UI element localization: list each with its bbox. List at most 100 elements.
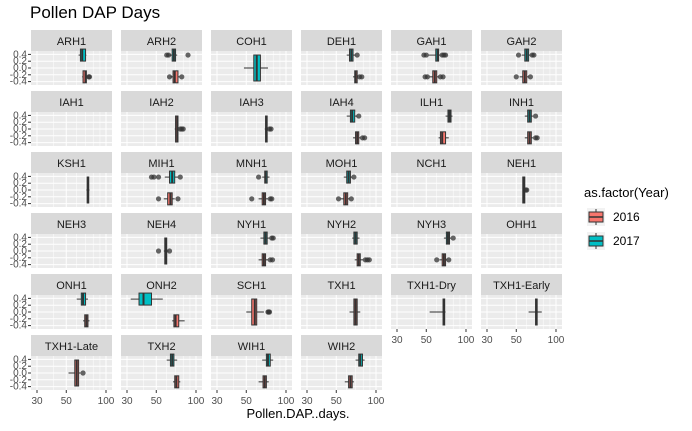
- facet-strip: [481, 274, 562, 295]
- box-IAH4-2016: [353, 131, 368, 145]
- facet-label: WIH2: [328, 341, 356, 353]
- facet-label: ILH1: [420, 97, 443, 109]
- box-MIH1-2016: [155, 192, 181, 206]
- facet-label: OHH1: [506, 219, 537, 231]
- facet-label: NYH2: [327, 219, 356, 231]
- facet-strip: [301, 213, 382, 234]
- facet-strip: [211, 213, 292, 234]
- outlier-point: [266, 309, 273, 315]
- panel-NYH2: NYH2: [301, 213, 382, 268]
- panel-ONH1: ONH1 0.40.20.0-0.2-0.4: [10, 274, 112, 332]
- box-WIH1-2017: [262, 353, 274, 367]
- facet-label: IAH4: [329, 97, 353, 109]
- panel-COH1: COH1: [211, 30, 292, 85]
- outlier-point: [155, 248, 162, 254]
- box-DEH1-2017: [346, 48, 360, 62]
- panel-ILH1: ILH1: [391, 91, 472, 146]
- facet-label: SCH1: [237, 280, 266, 292]
- facet-strip: [391, 91, 472, 112]
- box-ONH1-2016: [83, 314, 90, 328]
- legend: as.factor(Year) 2016 2017: [584, 185, 669, 250]
- box-ONH2-2016: [172, 314, 185, 328]
- facet-strip: [211, 335, 292, 356]
- box-GAH2-2017: [515, 48, 537, 62]
- y-tick-label: 0.2: [13, 300, 27, 311]
- panel-ARH2: ARH2: [121, 30, 202, 85]
- facet-label: DEH1: [327, 36, 356, 48]
- panel-NEH1: NEH1: [481, 152, 562, 207]
- panel-OHH1: OHH1: [481, 213, 562, 268]
- panel-GAH2: GAH2: [481, 30, 562, 85]
- facet-label: IAH2: [149, 97, 173, 109]
- outlier-point: [177, 174, 183, 180]
- panel-NYH1: NYH1: [211, 213, 292, 268]
- panel-ONH2: ONH2: [121, 274, 202, 329]
- y-tick-label: 0.2: [13, 239, 27, 250]
- panel-IAH4: IAH4: [301, 91, 382, 146]
- outlier-point: [155, 174, 162, 180]
- box-MOH1-2016: [335, 192, 354, 206]
- y-tick-label: 0.4: [13, 354, 27, 365]
- panel-ARH1: ARH1 0.40.20.0-0.2-0.4: [10, 30, 112, 88]
- x-tick-label: 50: [61, 396, 73, 407]
- panel-GAH1: GAH1: [391, 30, 472, 85]
- box-INH1-2017: [524, 109, 539, 123]
- box-NYH3-2017: [443, 231, 456, 245]
- outlier-point: [359, 74, 365, 80]
- box-GAH2-2016: [513, 70, 534, 84]
- outlier-point: [80, 370, 86, 376]
- y-tick-label: -0.4: [10, 260, 28, 271]
- outlier-point: [534, 135, 540, 141]
- facet-strip: [481, 30, 562, 51]
- facet-strip: [31, 30, 112, 51]
- facet-label: GAH1: [417, 36, 447, 48]
- outlier-point: [356, 113, 362, 119]
- facet-label: NCH1: [417, 158, 447, 170]
- panel-KSH1: KSH1 0.40.20.0-0.2-0.4: [10, 152, 112, 210]
- facet-strip: [121, 30, 202, 51]
- facet-strip: [211, 30, 292, 51]
- box-ILH1-2016: [438, 131, 449, 145]
- x-tick-label: 30: [391, 335, 403, 346]
- x-tick-label: 100: [548, 335, 565, 346]
- y-tick-label: 0.4: [13, 293, 27, 304]
- box-WIH2-2016: [344, 375, 354, 389]
- box-NYH1-2017: [260, 231, 276, 245]
- outlier-point: [166, 74, 173, 80]
- facet-label: NEH1: [507, 158, 536, 170]
- box-TXH2-2017: [166, 353, 178, 367]
- facet-label: KSH1: [57, 158, 86, 170]
- facet-label: TXH2: [147, 341, 175, 353]
- facet-label: COH1: [236, 36, 267, 48]
- y-tick-label: -0.2: [10, 131, 28, 142]
- facet-strip: [301, 274, 382, 295]
- y-tick-label: -0.4: [10, 321, 28, 332]
- outlier-point: [532, 113, 539, 119]
- outlier-point: [269, 257, 276, 263]
- facet-label: TXH1-Early: [493, 280, 550, 292]
- box-ARH2-2016: [166, 70, 185, 84]
- panel-TXH1: TXH1: [301, 274, 382, 329]
- box-IAH2-2016: [174, 115, 186, 143]
- x-axis-label: Pollen.DAP..days.: [246, 406, 349, 421]
- legend-entry-label: 2017: [613, 234, 640, 248]
- outlier-point: [442, 52, 449, 58]
- panel-IAH3: IAH3: [211, 91, 292, 146]
- box-ARH1-2016: [82, 70, 93, 84]
- y-tick-label: -0.2: [10, 375, 28, 386]
- x-tick-label: 100: [458, 335, 475, 346]
- outlier-point: [354, 52, 360, 58]
- panel-IAH1: IAH1 0.40.20.0-0.2-0.4: [10, 91, 112, 149]
- x-tick-label: 30: [211, 396, 223, 407]
- x-tick-label: 100: [98, 396, 115, 407]
- panel-TXH1-Early: TXH1-Early 30 50 100: [481, 274, 565, 346]
- facet-strip: [121, 274, 202, 295]
- facet-strip: [481, 152, 562, 173]
- facet-label: INH1: [509, 97, 534, 109]
- outlier-point: [362, 135, 368, 141]
- legend-title: as.factor(Year): [584, 185, 669, 200]
- facet-strip: [31, 213, 112, 234]
- box-NEH4-2016: [155, 237, 173, 265]
